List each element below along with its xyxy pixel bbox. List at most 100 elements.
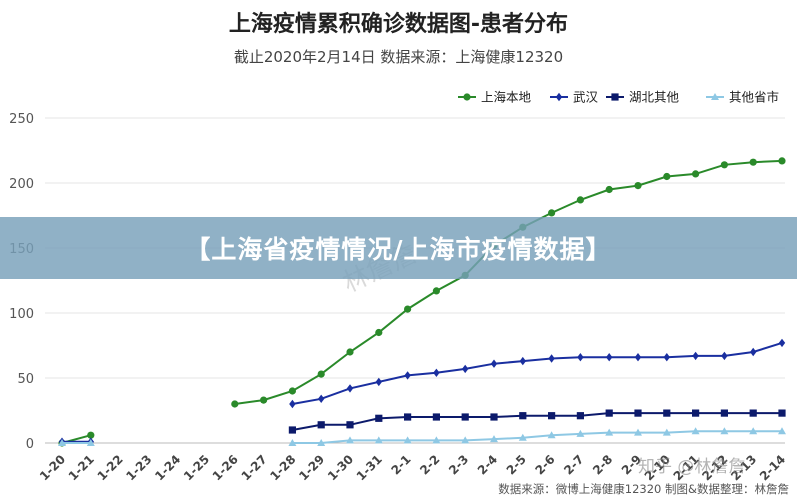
x-tick-label: 1-24 <box>152 452 183 483</box>
x-tick-label: 1-25 <box>181 452 212 483</box>
y-tick-label: 0 <box>26 437 34 452</box>
data-point <box>691 427 700 435</box>
legend-label: 其他省市 <box>729 90 779 105</box>
legend-marker <box>463 93 471 101</box>
data-point <box>548 354 555 363</box>
data-point <box>288 439 297 446</box>
data-point <box>605 409 613 417</box>
data-point <box>432 413 440 421</box>
y-tick-label: 50 <box>17 372 34 387</box>
series-line-4 <box>292 430 782 444</box>
overlay-banner: 【上海省疫情情况/上海市疫情数据】 <box>0 217 797 279</box>
legend-marker <box>611 93 619 101</box>
data-point <box>547 431 556 439</box>
data-point <box>720 409 728 417</box>
data-point <box>605 185 613 194</box>
data-point <box>721 351 728 361</box>
data-point <box>576 412 584 420</box>
chart-subtitle: 截止2020年2月14日 数据来源：上海健康12320 <box>233 48 564 66</box>
data-point <box>749 158 757 166</box>
data-point <box>404 371 411 380</box>
data-point <box>231 400 239 408</box>
data-point <box>462 364 469 374</box>
data-point <box>433 368 440 377</box>
data-point <box>692 409 700 417</box>
data-point <box>288 426 296 434</box>
data-point <box>432 436 441 444</box>
data-point <box>750 347 757 357</box>
data-point <box>605 428 614 436</box>
x-tick-label: 2-7 <box>561 452 586 477</box>
data-point <box>663 353 670 362</box>
data-point <box>692 351 699 361</box>
data-point <box>404 413 412 421</box>
data-point <box>375 328 383 337</box>
series-line-2 <box>292 341 783 405</box>
chart-title: 上海疫情累积确诊数据图-患者分布 <box>228 12 569 37</box>
data-point <box>548 209 556 217</box>
data-point <box>374 436 383 444</box>
x-tick-label: 2-8 <box>590 452 615 477</box>
data-point <box>778 157 786 165</box>
data-point <box>288 387 296 395</box>
data-point <box>577 353 584 362</box>
data-point <box>490 435 498 443</box>
x-tick-label: 1-26 <box>210 452 241 483</box>
data-point <box>778 427 786 435</box>
series-line-1 <box>234 159 783 405</box>
data-point <box>749 427 758 435</box>
legend-label: 上海本地 <box>481 90 532 105</box>
data-point <box>490 359 498 368</box>
data-point <box>461 436 470 444</box>
data-point <box>662 428 671 436</box>
data-point <box>289 399 296 409</box>
x-tick-label: 2-6 <box>532 452 557 477</box>
data-point <box>86 439 95 446</box>
x-tick-label: 2-1 <box>388 452 413 477</box>
data-point <box>663 409 671 417</box>
y-tick-label: 200 <box>9 177 34 192</box>
data-point <box>346 436 354 444</box>
data-point <box>519 412 527 420</box>
data-point <box>403 436 412 444</box>
x-tick-label: 1-31 <box>354 452 385 483</box>
data-point <box>490 413 498 421</box>
legend-label: 湖北其他 <box>629 90 680 105</box>
x-tick-label: 1-28 <box>267 452 298 483</box>
data-point <box>634 409 642 417</box>
data-point <box>663 172 671 181</box>
data-point <box>375 377 382 387</box>
data-point <box>317 370 325 378</box>
data-point <box>346 421 354 429</box>
data-point <box>317 421 325 429</box>
data-point <box>461 413 469 421</box>
x-tick-label: 1-20 <box>37 452 68 483</box>
data-point <box>318 394 325 403</box>
x-tick-label: 2-2 <box>417 452 442 477</box>
data-point <box>576 196 585 204</box>
corner-watermark: 知乎 @林詹詹 <box>638 457 746 477</box>
series-line-3 <box>292 412 782 431</box>
data-point <box>606 353 613 362</box>
data-point <box>720 161 729 169</box>
x-tick-label: 1-22 <box>95 452 126 483</box>
y-tick-label: 250 <box>9 112 34 127</box>
x-tick-label: 1-23 <box>123 452 154 483</box>
x-tick-label: 2-4 <box>475 452 500 477</box>
data-point <box>518 433 527 441</box>
data-point <box>519 356 526 366</box>
x-tick-label: 2-5 <box>504 452 529 477</box>
data-point <box>404 305 412 313</box>
legend-label: 武汉 <box>573 90 599 105</box>
data-point <box>548 412 556 420</box>
source-note: 数据来源：微博上海健康12320 制图&数据整理：林詹詹 <box>498 482 789 496</box>
data-point <box>720 427 729 435</box>
legend-marker <box>711 93 719 100</box>
x-tick-label: 2-3 <box>446 452 471 477</box>
data-point <box>692 170 700 178</box>
x-tick-label: 1-30 <box>325 452 356 483</box>
data-point <box>346 348 354 356</box>
data-point <box>749 409 757 417</box>
